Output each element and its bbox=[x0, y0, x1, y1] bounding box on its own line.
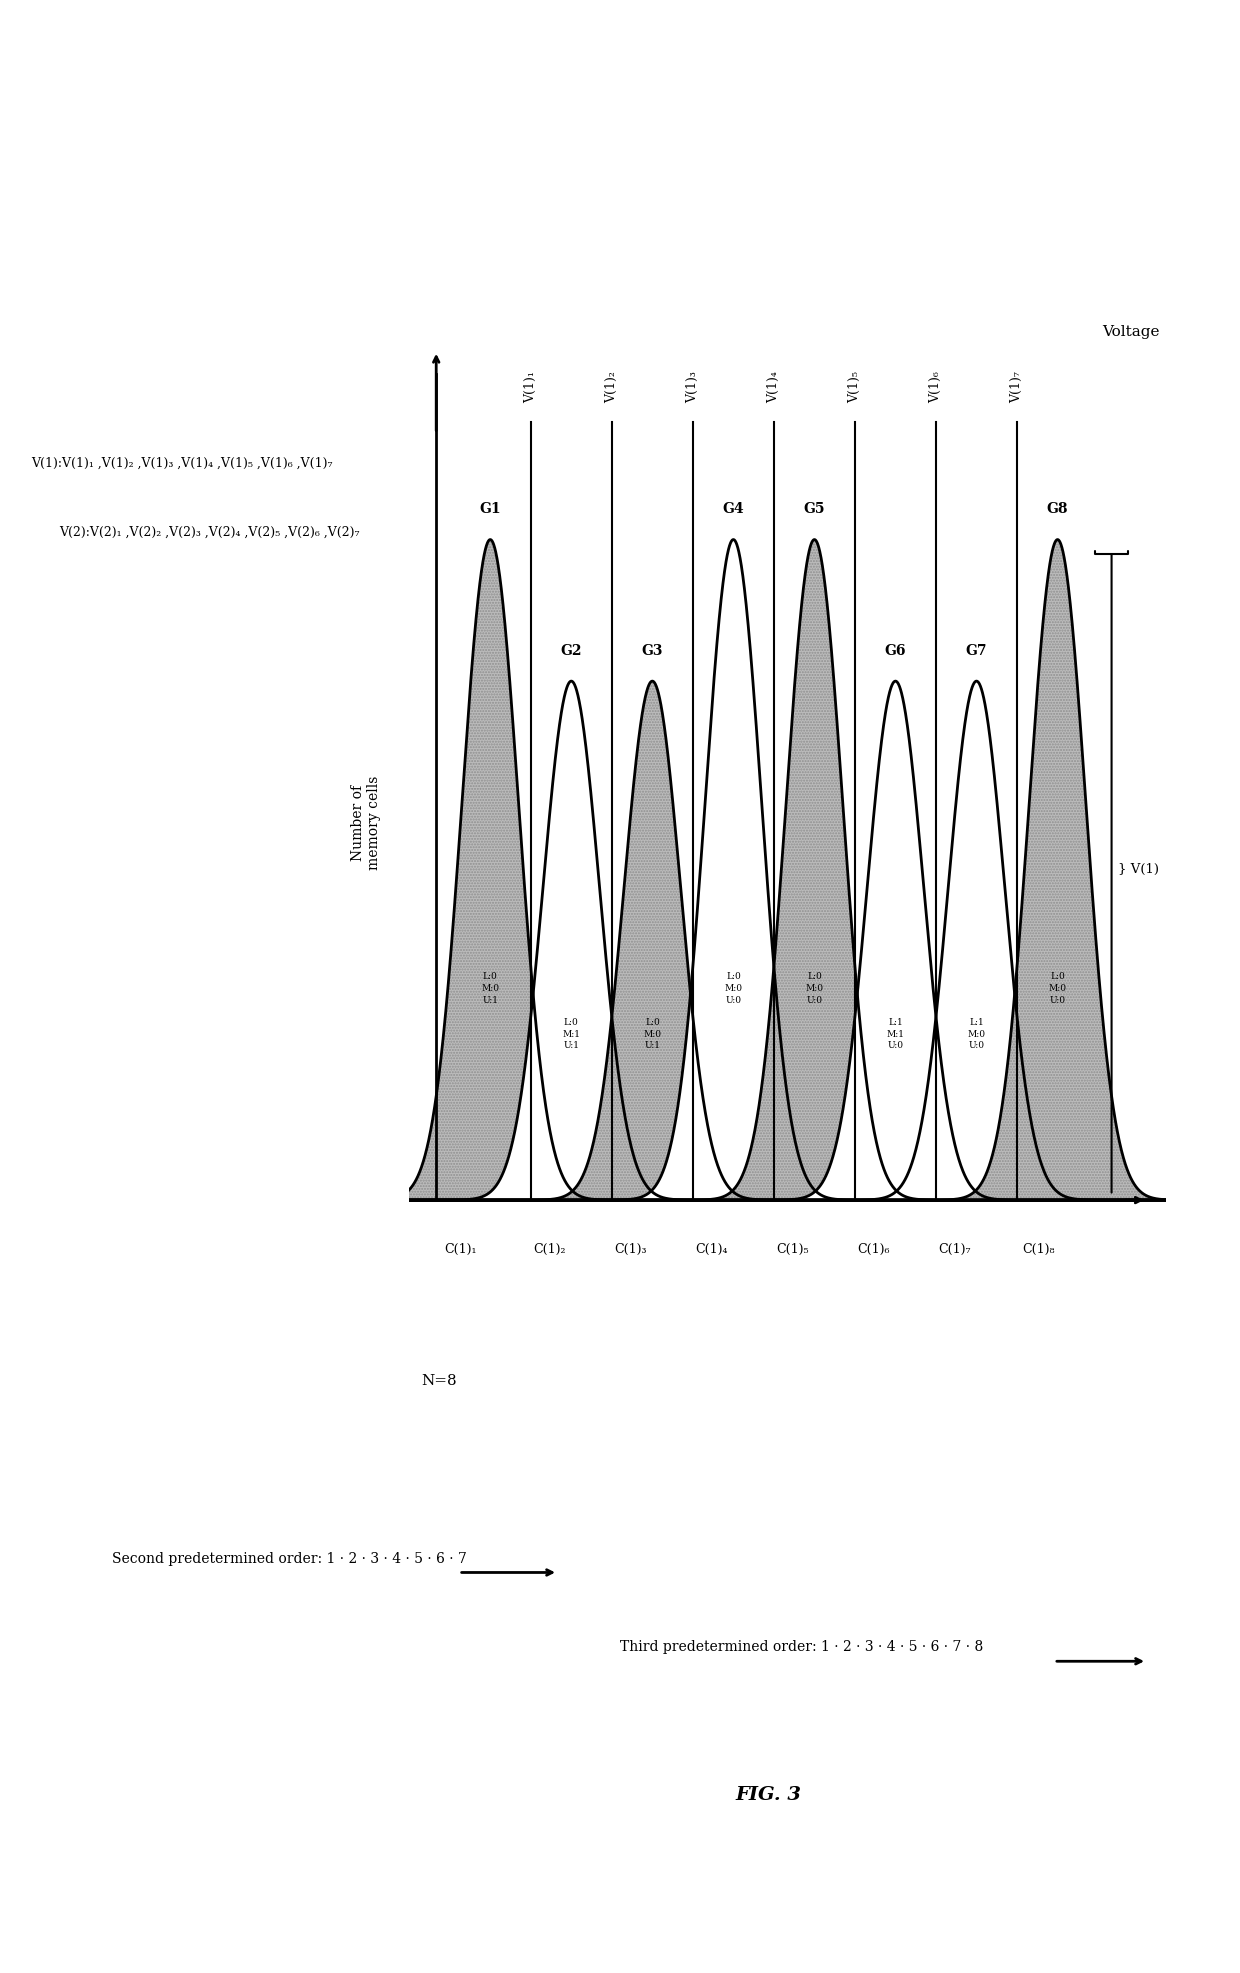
Text: L:0
M:0
U:0: L:0 M:0 U:0 bbox=[724, 973, 743, 1004]
Text: Third predetermined order: 1 · 2 · 3 · 4 · 5 · 6 · 7 · 8: Third predetermined order: 1 · 2 · 3 · 4… bbox=[620, 1640, 983, 1655]
Text: C(1)₂: C(1)₂ bbox=[533, 1243, 565, 1255]
Text: G1: G1 bbox=[480, 501, 501, 517]
Text: V(1):V(1)₁ ,V(1)₂ ,V(1)₃ ,V(1)₄ ,V(1)₅ ,V(1)₆ ,V(1)₇: V(1):V(1)₁ ,V(1)₂ ,V(1)₃ ,V(1)₄ ,V(1)₅ ,… bbox=[31, 458, 332, 470]
Text: C(1)₆: C(1)₆ bbox=[858, 1243, 890, 1255]
Text: L:1
M:0
U:0: L:1 M:0 U:0 bbox=[967, 1018, 986, 1050]
Text: V(1)₆: V(1)₆ bbox=[930, 371, 942, 402]
Text: Number of
memory cells: Number of memory cells bbox=[351, 775, 381, 870]
Text: C(1)₄: C(1)₄ bbox=[696, 1243, 728, 1255]
Text: Second predetermined order: 1 · 2 · 3 · 4 · 5 · 6 · 7: Second predetermined order: 1 · 2 · 3 · … bbox=[112, 1551, 466, 1567]
Text: L:0
M:0
U:0: L:0 M:0 U:0 bbox=[806, 973, 823, 1004]
Text: L:0
M:0
U:1: L:0 M:0 U:1 bbox=[481, 973, 500, 1004]
Text: C(1)₅: C(1)₅ bbox=[776, 1243, 810, 1255]
Text: L:0
M:1
U:1: L:0 M:1 U:1 bbox=[562, 1018, 580, 1050]
Text: G5: G5 bbox=[804, 501, 825, 517]
Text: L:1
M:1
U:0: L:1 M:1 U:0 bbox=[887, 1018, 904, 1050]
Text: G4: G4 bbox=[723, 501, 744, 517]
Text: V(1)₁: V(1)₁ bbox=[525, 371, 537, 402]
Text: V(1)₂: V(1)₂ bbox=[605, 371, 619, 402]
Text: C(1)₁: C(1)₁ bbox=[444, 1243, 476, 1255]
Text: G2: G2 bbox=[560, 643, 582, 657]
Text: V(1)₅: V(1)₅ bbox=[848, 371, 862, 402]
Text: V(1)₃: V(1)₃ bbox=[687, 371, 699, 402]
Text: C(1)₃: C(1)₃ bbox=[615, 1243, 647, 1255]
Text: Voltage: Voltage bbox=[1101, 326, 1159, 339]
Text: V(1)₄: V(1)₄ bbox=[768, 371, 780, 402]
Text: G6: G6 bbox=[884, 643, 906, 657]
Text: G7: G7 bbox=[966, 643, 987, 657]
Text: N=8: N=8 bbox=[422, 1373, 458, 1389]
Text: C(1)₇: C(1)₇ bbox=[939, 1243, 971, 1255]
Text: FIG. 3: FIG. 3 bbox=[735, 1786, 802, 1805]
Text: } V(1): } V(1) bbox=[1118, 864, 1159, 876]
Text: V(1)₇: V(1)₇ bbox=[1011, 371, 1023, 402]
Text: G3: G3 bbox=[641, 643, 663, 657]
Text: C(1)₈: C(1)₈ bbox=[1023, 1243, 1055, 1255]
Text: V(2):V(2)₁ ,V(2)₂ ,V(2)₃ ,V(2)₄ ,V(2)₅ ,V(2)₆ ,V(2)₇: V(2):V(2)₁ ,V(2)₂ ,V(2)₃ ,V(2)₄ ,V(2)₅ ,… bbox=[60, 527, 360, 539]
Text: L:0
M:0
U:1: L:0 M:0 U:1 bbox=[644, 1018, 661, 1050]
Text: G8: G8 bbox=[1047, 501, 1069, 517]
Text: L:0
M:0
U:0: L:0 M:0 U:0 bbox=[1049, 973, 1066, 1004]
